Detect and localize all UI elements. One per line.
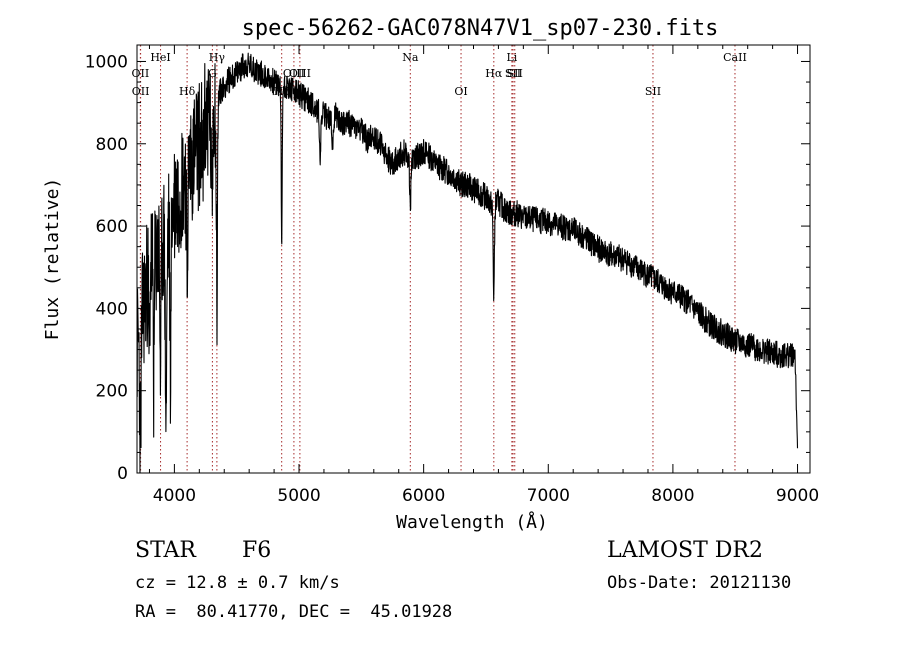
spectral-line-markers: OIIOIIHeIHδHγGHβOIIIOIIINaOIHαLiSIISIISI…: [132, 45, 747, 473]
x-tick-label: 9000: [776, 486, 819, 506]
spectral-line-label: G: [208, 67, 217, 80]
chart-title: spec-56262-GAC078N47V1_sp07-230.fits: [242, 16, 719, 41]
spectrum-chart: spec-56262-GAC078N47V1_sp07-230.fits OII…: [42, 16, 819, 533]
y-tick-label: 800: [96, 135, 128, 155]
object-class: STAR: [135, 538, 196, 563]
spectral-line-label: OI: [454, 85, 467, 98]
spectral-line-label: CaII: [723, 51, 747, 64]
spectral-line-label: Hα: [485, 67, 503, 80]
x-axis-label: Wavelength (Å): [396, 511, 548, 533]
obs-date-text: Obs-Date: 20121130: [607, 573, 792, 593]
spectral-line-label: SII: [645, 85, 661, 98]
y-tick-label: 0: [117, 464, 128, 484]
y-tick-label: 600: [96, 217, 128, 237]
spectral-line-label: SII: [507, 67, 523, 80]
spectral-line-label: Hγ: [209, 51, 226, 64]
plot-frame: [136, 44, 811, 474]
spectral-line-label: HeI: [150, 51, 170, 64]
coordinates-text: RA = 80.41770, DEC = 45.01928: [135, 602, 453, 622]
spectral-subclass: F6: [242, 538, 272, 563]
x-tick-label: 6000: [402, 486, 445, 506]
spectral-line-label: Li: [506, 51, 517, 64]
redshift-text: cz = 12.8 ± 0.7 km/s: [135, 573, 340, 593]
x-tick-label: 7000: [527, 486, 570, 506]
spectral-line-label: OIII: [289, 67, 311, 80]
y-tick-label: 400: [96, 299, 128, 319]
y-tick-label: 1000: [85, 52, 128, 72]
x-tick-label: 8000: [651, 486, 694, 506]
survey-name: LAMOST DR2: [607, 538, 763, 563]
x-tick-label: 5000: [277, 486, 320, 506]
spectrum-line: [136, 52, 799, 474]
spectral-line-label: OII: [132, 85, 150, 98]
y-tick-label: 200: [96, 382, 128, 402]
axes: 4000 5000 6000 7000 8000 9000 0 200 400 600 800 100…: [85, 45, 819, 506]
y-axis-label: Flux (relative): [42, 178, 63, 341]
x-tick-label: 4000: [153, 486, 196, 506]
spectral-line-label: SII: [505, 67, 521, 80]
spectral-line-label: Hδ: [179, 85, 196, 98]
spectral-line-label: Na: [402, 51, 419, 64]
